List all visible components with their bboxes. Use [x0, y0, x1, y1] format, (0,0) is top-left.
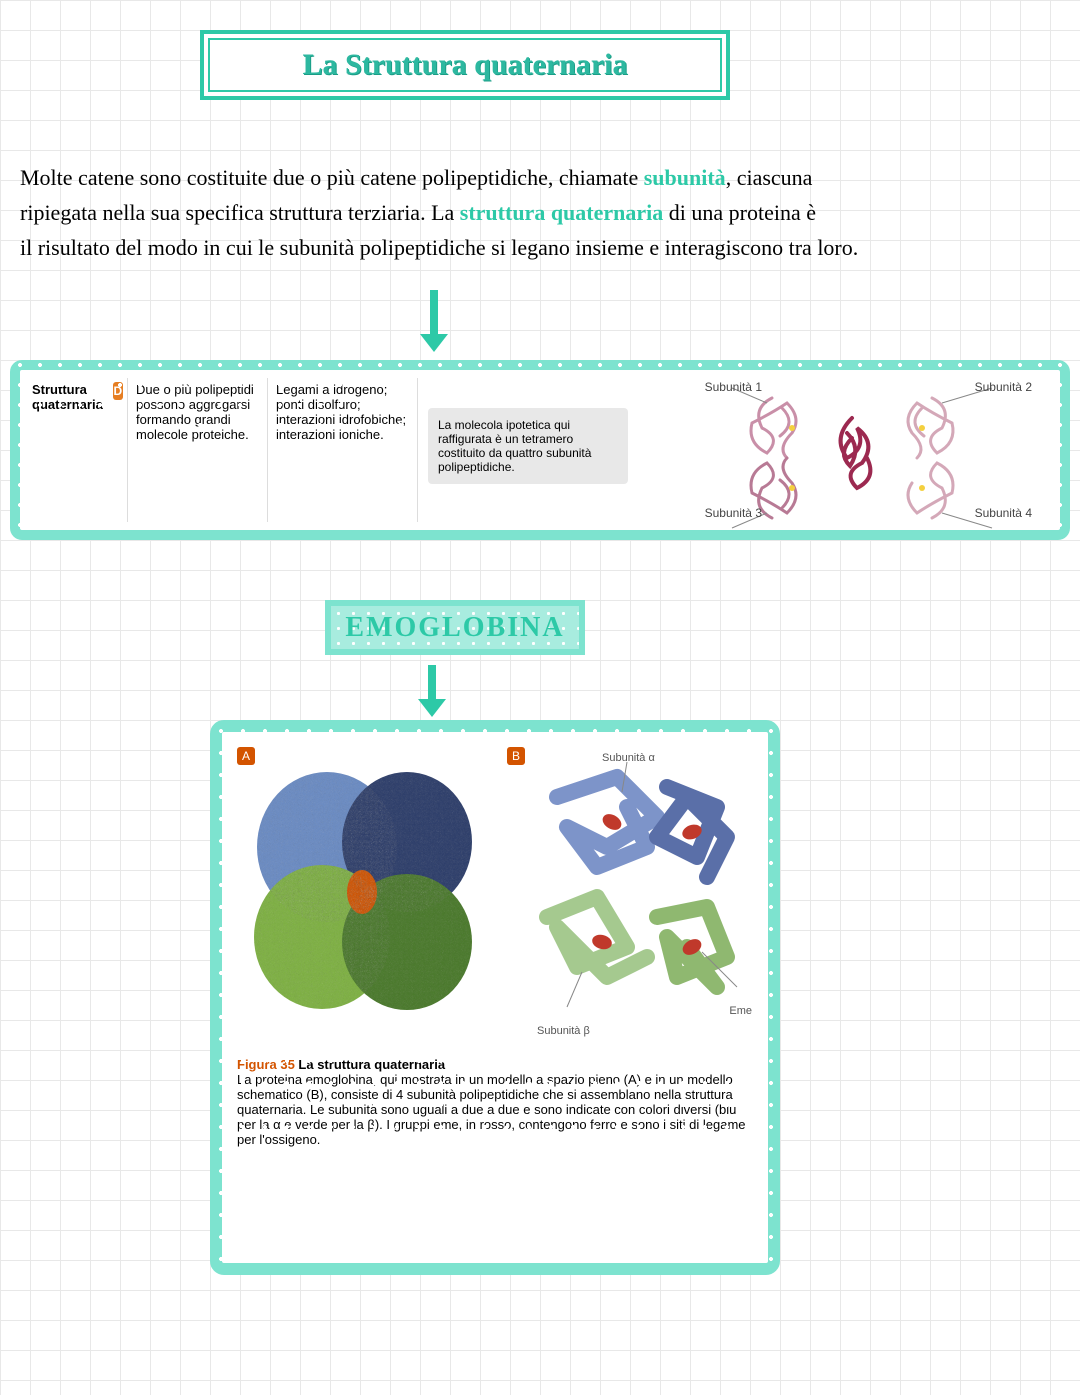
- hw-highlight-struttura: struttura quaternaria: [460, 200, 663, 225]
- panel-a: A: [237, 747, 487, 1047]
- caption-title: La struttura quaternaria: [298, 1057, 445, 1072]
- figure-panels: A B: [237, 747, 753, 1047]
- info-diagram-col: La molecola ipotetica qui raffigurata è …: [418, 378, 1052, 522]
- panel-b: B Subunità α Subunità β: [507, 747, 767, 1047]
- structure-info-box: Struttura quaternaria D Due o più polipe…: [10, 360, 1070, 540]
- hw-highlight-subunita: subunità: [644, 165, 726, 190]
- caption-body: La proteina emoglobina, qui mostrata in …: [237, 1072, 746, 1147]
- badge-b: B: [507, 747, 525, 765]
- hw-text: il risultato del modo in cui le subunità…: [20, 235, 858, 260]
- info-description: Due o più polipeptidi possono aggregarsi…: [128, 378, 268, 522]
- info-heading-col: Struttura quaternaria D: [28, 378, 128, 522]
- label-subunit1: Subunità 1: [705, 380, 762, 394]
- space-fill-model: [237, 747, 487, 1027]
- info-bonds: Legami a idrogeno; ponti disolfuro; inte…: [268, 378, 418, 522]
- hw-text: Molte catene sono costituite due o più c…: [20, 165, 644, 190]
- badge-a: A: [237, 747, 255, 765]
- hw-text: , ciascuna: [726, 165, 813, 190]
- caption-number: Figura 35: [237, 1057, 298, 1072]
- main-title: La Struttura quaternaria: [303, 48, 628, 82]
- emoglobina-title: EMOGLOBINA: [325, 600, 585, 655]
- schematic-model: [507, 747, 767, 1027]
- main-title-box: La Struttura quaternaria: [200, 30, 730, 100]
- hw-text: di una proteina è: [663, 200, 816, 225]
- handwritten-paragraph: Molte catene sono costituite due o più c…: [20, 160, 1060, 266]
- label-eme: Eme: [729, 1005, 752, 1017]
- badge-d: D: [113, 382, 123, 400]
- figure-caption: Figura 35 La struttura quaternaria La pr…: [237, 1057, 753, 1147]
- info-heading: Struttura quaternaria: [32, 382, 107, 412]
- label-subunit3: Subunità 3: [705, 506, 762, 520]
- arrow-down-icon: [428, 665, 436, 705]
- hw-text: ripiegata nella sua specifica struttura …: [20, 200, 460, 225]
- diagram-caption: La molecola ipotetica qui raffigurata è …: [428, 408, 628, 484]
- arrow-down-icon: [430, 290, 438, 340]
- label-subunit2: Subunità 2: [975, 380, 1032, 394]
- figure-35-box: A B: [210, 720, 780, 1275]
- label-alpha: Subunità α: [602, 752, 655, 764]
- label-beta: Subunità β: [537, 1025, 590, 1037]
- label-subunit4: Subunità 4: [975, 506, 1032, 520]
